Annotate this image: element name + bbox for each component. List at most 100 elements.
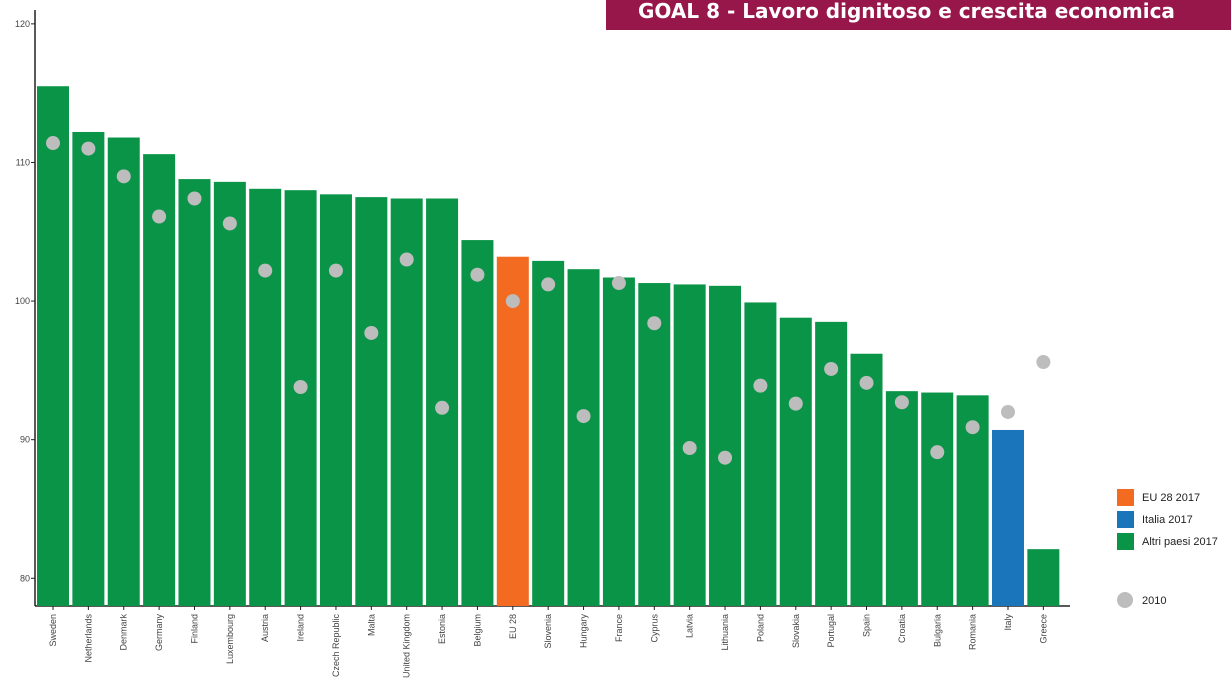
category-label: Spain bbox=[862, 614, 872, 637]
bar-france bbox=[602, 277, 635, 606]
category-label: Lithuania bbox=[720, 614, 730, 651]
y-tick-label: 110 bbox=[16, 157, 30, 167]
y-tick-label: 80 bbox=[20, 573, 30, 583]
bar-italy bbox=[991, 429, 1024, 606]
category-label: Sweden bbox=[48, 614, 58, 647]
y-tick-label: 100 bbox=[15, 296, 30, 306]
dot-2010-portugal bbox=[824, 361, 839, 376]
dot-2010-germany bbox=[152, 209, 167, 224]
category-label: Bulgaria bbox=[932, 614, 942, 647]
bar-netherlands bbox=[72, 131, 105, 606]
category-label: Slovenia bbox=[543, 614, 553, 649]
bar-lithuania bbox=[709, 285, 742, 606]
category-labels: Sweden Netherlands Denmark Germany Finland Lu… bbox=[48, 614, 1048, 679]
category-label: Hungary bbox=[579, 614, 589, 649]
dot-2010-sweden bbox=[46, 136, 60, 151]
category-label: Germany bbox=[154, 614, 164, 652]
category-label: Romania bbox=[968, 614, 978, 650]
dot-2010-latvia bbox=[682, 440, 697, 455]
dot-2010-denmark bbox=[116, 169, 131, 184]
category-label: Finland bbox=[189, 614, 199, 644]
bar-germany bbox=[143, 154, 176, 606]
category-label: Denmark bbox=[119, 614, 129, 651]
bars-2017 bbox=[37, 86, 1060, 607]
dot-2010-ireland bbox=[293, 380, 308, 395]
dot-2010-luxembourg bbox=[222, 216, 237, 231]
dot-2010-belgium bbox=[470, 267, 485, 282]
category-label: Portugal bbox=[826, 614, 836, 648]
dots-2010 bbox=[46, 136, 1051, 465]
bar-belgium bbox=[461, 240, 494, 606]
bar-denmark bbox=[107, 137, 140, 606]
category-label: Poland bbox=[755, 614, 765, 642]
dot-2010-bulgaria bbox=[930, 445, 945, 460]
bar-spain bbox=[850, 353, 883, 606]
bar-ireland bbox=[284, 190, 317, 607]
dot-2010-spain bbox=[859, 375, 874, 390]
category-label: Italy bbox=[1003, 614, 1013, 631]
bar-sweden bbox=[37, 86, 69, 607]
category-label: Estonia bbox=[437, 614, 447, 644]
dot-2010-lithuania bbox=[718, 450, 733, 465]
legend-swatch-eu bbox=[1117, 489, 1134, 506]
legend-swatch-other bbox=[1117, 533, 1134, 550]
bar-finland bbox=[178, 179, 211, 607]
category-label: United Kingdom bbox=[402, 614, 412, 678]
legend-label: EU 28 2017 bbox=[1142, 492, 1200, 504]
legend-swatch-2010 bbox=[1117, 592, 1133, 608]
dot-2010-eu-28 bbox=[505, 294, 520, 309]
bar-slovenia bbox=[532, 260, 565, 606]
y-axis: 80 90 100 110 120 bbox=[15, 10, 36, 606]
dot-2010-romania bbox=[965, 420, 980, 435]
bar-greece bbox=[1027, 549, 1060, 606]
dot-2010-slovakia bbox=[788, 396, 803, 411]
dot-2010-czech-republic bbox=[328, 263, 343, 278]
category-label: Malta bbox=[366, 614, 376, 636]
goal-banner: GOAL 8 - Lavoro dignitoso e crescita eco… bbox=[606, 0, 1231, 30]
category-label: Czech Republic bbox=[331, 614, 341, 678]
dot-2010-poland bbox=[753, 378, 768, 393]
dot-2010-cyprus bbox=[647, 316, 662, 331]
bar-austria bbox=[249, 188, 282, 607]
dot-2010-slovenia bbox=[541, 277, 556, 292]
dot-2010-italy bbox=[1000, 404, 1015, 419]
legend-label: Italia 2017 bbox=[1142, 514, 1193, 526]
x-axis bbox=[35, 605, 1070, 610]
category-label: EU 28 bbox=[508, 614, 518, 639]
category-label: Greece bbox=[1038, 614, 1048, 644]
dot-2010-finland bbox=[187, 191, 202, 206]
category-label: Croatia bbox=[897, 614, 907, 643]
bar-poland bbox=[744, 302, 777, 606]
goal-banner-text: GOAL 8 - Lavoro dignitoso e crescita eco… bbox=[638, 0, 1175, 23]
bar-eu-28 bbox=[496, 256, 529, 606]
dot-2010-estonia bbox=[435, 400, 450, 415]
dot-2010-france bbox=[611, 276, 626, 291]
y-tick-label: 120 bbox=[15, 19, 30, 29]
bar-malta bbox=[355, 197, 388, 606]
bar-cyprus bbox=[638, 283, 671, 606]
bar-slovakia bbox=[779, 317, 812, 606]
dot-2010-malta bbox=[364, 325, 379, 340]
dot-2010-hungary bbox=[576, 409, 591, 424]
legend: EU 28 2017 Italia 2017 Altri paesi 2017 201… bbox=[1117, 489, 1218, 608]
category-label: Luxembourg bbox=[225, 614, 235, 664]
category-label: Latvia bbox=[685, 614, 695, 638]
dot-2010-netherlands bbox=[81, 141, 96, 156]
bar-croatia bbox=[885, 391, 918, 606]
dot-2010-greece bbox=[1036, 355, 1051, 370]
dot-2010-croatia bbox=[894, 395, 909, 410]
bar-bulgaria bbox=[921, 392, 954, 606]
y-tick-label: 90 bbox=[20, 435, 30, 445]
dot-2010-austria bbox=[258, 263, 273, 278]
legend-swatch-italy bbox=[1117, 511, 1134, 528]
bar-czech-republic bbox=[319, 194, 352, 607]
bar-luxembourg bbox=[213, 181, 246, 607]
bar-hungary bbox=[567, 269, 600, 606]
category-label: Slovakia bbox=[791, 614, 801, 648]
category-label: France bbox=[614, 614, 624, 642]
category-label: Cyprus bbox=[649, 614, 659, 643]
category-label: Netherlands bbox=[83, 614, 93, 663]
legend-label: 2010 bbox=[1142, 595, 1166, 607]
category-label: Belgium bbox=[472, 614, 482, 647]
